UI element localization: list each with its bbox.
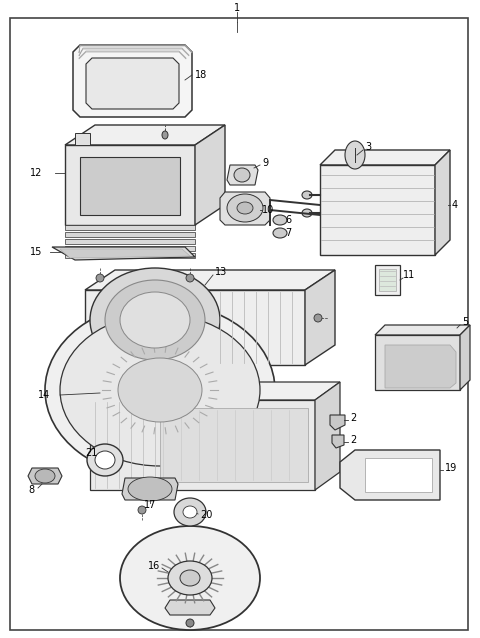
Ellipse shape: [174, 498, 206, 526]
Text: 12: 12: [30, 168, 42, 178]
Ellipse shape: [302, 191, 312, 199]
Polygon shape: [165, 600, 215, 615]
Text: 10: 10: [262, 205, 274, 215]
Ellipse shape: [237, 202, 253, 214]
Polygon shape: [375, 335, 460, 390]
Text: 16: 16: [148, 561, 160, 571]
Ellipse shape: [90, 268, 220, 372]
Ellipse shape: [168, 561, 212, 595]
Text: 18: 18: [195, 70, 207, 80]
Polygon shape: [65, 225, 195, 230]
Ellipse shape: [186, 619, 194, 627]
Polygon shape: [65, 239, 195, 244]
Ellipse shape: [35, 469, 55, 483]
Text: 2: 2: [350, 435, 356, 445]
Ellipse shape: [345, 141, 365, 169]
Ellipse shape: [120, 292, 190, 348]
Polygon shape: [330, 415, 345, 430]
Text: 3: 3: [365, 142, 371, 152]
Text: 1: 1: [234, 3, 240, 13]
Ellipse shape: [234, 168, 250, 182]
Polygon shape: [379, 269, 396, 291]
Polygon shape: [90, 400, 315, 490]
Polygon shape: [65, 232, 195, 237]
Polygon shape: [365, 458, 432, 492]
Polygon shape: [160, 408, 308, 482]
Ellipse shape: [138, 506, 146, 514]
Text: 19: 19: [445, 463, 457, 473]
Ellipse shape: [120, 526, 260, 630]
Text: 5: 5: [462, 317, 468, 327]
Polygon shape: [90, 382, 340, 400]
Polygon shape: [122, 478, 178, 500]
Ellipse shape: [87, 444, 123, 476]
Polygon shape: [52, 247, 195, 260]
Ellipse shape: [95, 451, 115, 469]
Polygon shape: [86, 58, 179, 109]
Text: 7: 7: [285, 228, 291, 238]
Polygon shape: [28, 468, 62, 484]
Polygon shape: [435, 150, 450, 255]
Ellipse shape: [96, 274, 104, 282]
Polygon shape: [227, 165, 258, 185]
Text: 17: 17: [144, 500, 156, 510]
Polygon shape: [340, 450, 440, 500]
Polygon shape: [65, 125, 225, 145]
Polygon shape: [220, 192, 270, 225]
Polygon shape: [385, 345, 456, 388]
Text: 21: 21: [85, 448, 97, 458]
Text: 9: 9: [262, 158, 268, 168]
Ellipse shape: [118, 358, 202, 422]
Polygon shape: [75, 133, 90, 145]
Polygon shape: [460, 325, 470, 390]
Text: 20: 20: [200, 510, 212, 520]
Ellipse shape: [273, 228, 287, 238]
Text: 4: 4: [452, 200, 458, 210]
Polygon shape: [305, 270, 335, 365]
Ellipse shape: [227, 194, 263, 222]
Polygon shape: [315, 382, 340, 490]
Polygon shape: [85, 290, 305, 365]
Polygon shape: [73, 45, 192, 117]
Text: 6: 6: [285, 215, 291, 225]
Ellipse shape: [162, 131, 168, 139]
Text: 13: 13: [215, 267, 227, 277]
Polygon shape: [195, 125, 225, 225]
Ellipse shape: [302, 209, 312, 217]
Ellipse shape: [60, 314, 260, 466]
Text: 14: 14: [38, 390, 50, 400]
Ellipse shape: [186, 274, 194, 282]
Ellipse shape: [128, 477, 172, 501]
Text: 2: 2: [350, 413, 356, 423]
Ellipse shape: [45, 302, 275, 478]
Text: 11: 11: [403, 270, 415, 280]
Ellipse shape: [183, 506, 197, 518]
Polygon shape: [375, 265, 400, 295]
Ellipse shape: [105, 280, 205, 360]
Text: 8: 8: [28, 485, 34, 495]
Polygon shape: [320, 150, 450, 165]
Polygon shape: [85, 270, 335, 290]
Text: 15: 15: [30, 247, 42, 257]
Polygon shape: [80, 157, 180, 215]
Ellipse shape: [180, 570, 200, 586]
Polygon shape: [375, 325, 470, 335]
Polygon shape: [65, 145, 195, 225]
Ellipse shape: [314, 314, 322, 322]
Polygon shape: [332, 435, 344, 448]
Polygon shape: [320, 165, 435, 255]
Polygon shape: [65, 253, 195, 258]
Polygon shape: [60, 249, 190, 258]
Ellipse shape: [273, 215, 287, 225]
Polygon shape: [65, 246, 195, 251]
